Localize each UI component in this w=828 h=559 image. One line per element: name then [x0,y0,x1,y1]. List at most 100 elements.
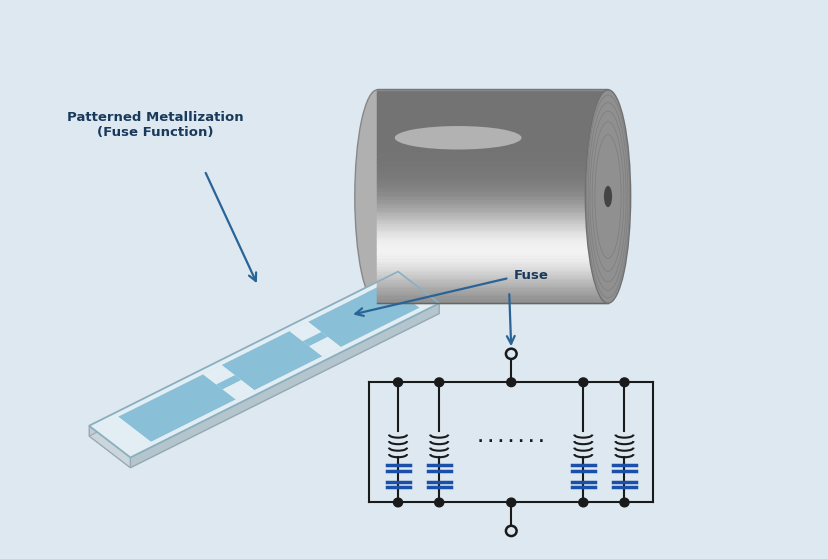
Bar [377,191,607,194]
Bar [377,174,607,178]
Bar [377,222,607,226]
Bar [377,212,607,215]
Bar [377,94,607,98]
Bar [377,132,607,135]
Bar [377,153,607,157]
Bar [377,276,607,279]
Text: Fuse: Fuse [513,269,547,282]
Circle shape [434,378,443,387]
Bar [377,278,607,282]
Bar [377,260,607,263]
Bar [377,201,607,205]
Circle shape [506,498,515,507]
Bar [377,220,607,223]
Bar [377,289,607,292]
Bar [377,252,607,255]
Circle shape [578,498,587,507]
Bar [377,182,607,186]
Bar [377,121,607,125]
Bar [377,164,607,167]
Bar [377,241,607,244]
Bar [377,236,607,239]
Bar [377,268,607,271]
Circle shape [506,378,515,387]
Bar [377,196,607,199]
Polygon shape [89,414,155,457]
Bar [377,284,607,287]
Bar [377,244,607,247]
Bar [377,262,607,266]
Ellipse shape [394,126,521,149]
Bar [377,134,607,138]
Bar [377,100,607,103]
Polygon shape [383,272,439,311]
Bar [377,113,607,116]
Polygon shape [118,282,419,442]
Polygon shape [126,300,439,457]
Bar [377,193,607,196]
Polygon shape [89,272,439,457]
Bar [377,177,607,181]
Bar [377,172,607,175]
Bar [377,185,607,188]
Bar [377,102,607,106]
Circle shape [393,498,402,507]
Bar [377,119,607,122]
Polygon shape [130,303,439,468]
Bar [377,116,607,119]
Polygon shape [203,365,234,385]
Polygon shape [221,378,235,386]
Bar [377,203,607,207]
Bar [377,230,607,234]
Bar [377,110,607,114]
Bar [377,300,607,303]
Polygon shape [289,322,320,341]
Bar [377,126,607,130]
Circle shape [393,378,402,387]
Polygon shape [289,322,340,356]
Circle shape [434,498,443,507]
Bar [377,297,607,301]
Bar [377,206,607,210]
Polygon shape [309,337,340,356]
Bar [377,254,607,258]
Bar [377,249,607,253]
Bar [377,148,607,151]
Bar [377,169,607,173]
Bar [377,257,607,260]
Circle shape [619,378,628,387]
Bar [377,97,607,101]
Polygon shape [223,380,254,400]
Bar [377,233,607,236]
Bar [377,140,607,143]
Polygon shape [89,272,402,429]
Polygon shape [89,282,439,468]
Bar [377,124,607,127]
Ellipse shape [604,186,611,207]
Ellipse shape [354,90,400,303]
Ellipse shape [585,90,630,303]
Polygon shape [302,332,327,346]
Bar [377,281,607,285]
Bar [377,286,607,290]
Bar [377,273,607,277]
Bar [377,150,607,154]
Text: Patterned Metallization
(Fuse Function): Patterned Metallization (Fuse Function) [67,111,243,139]
Bar [377,228,607,231]
Bar [377,92,607,95]
Bar [377,143,607,146]
Bar [377,137,607,140]
Bar [377,89,607,92]
Bar [377,167,607,170]
Bar [377,161,607,164]
Bar [377,158,607,162]
Bar [377,247,607,250]
Polygon shape [216,375,241,390]
Bar [377,155,607,159]
Bar [377,108,607,111]
Bar [377,105,607,108]
Bar [377,188,607,191]
Bar [377,198,607,202]
Polygon shape [308,335,322,343]
Bar [377,271,607,274]
